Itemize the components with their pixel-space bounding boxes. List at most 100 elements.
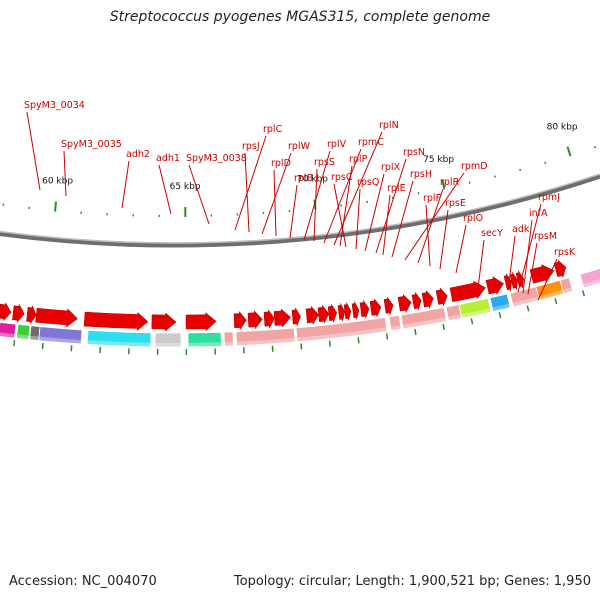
cds-arrow xyxy=(27,306,37,324)
feature-tick xyxy=(14,340,15,346)
cds-arrow xyxy=(36,308,78,327)
leader-line xyxy=(27,112,40,190)
major-tick xyxy=(55,202,56,212)
gene-label-rplx: rplX xyxy=(381,162,401,173)
leader-line xyxy=(376,159,406,253)
scale-label: 80 kbp xyxy=(547,123,578,133)
feature-pink-small-shine xyxy=(224,342,233,346)
cds-arrow xyxy=(422,291,433,309)
cds-arrow xyxy=(338,303,345,321)
scale-label: 60 kbp xyxy=(42,177,73,187)
gene-label-rpss: rpsS xyxy=(314,157,335,168)
cds-arrow xyxy=(152,313,176,331)
genome-title: Streptococcus pyogenes MGAS315, complete… xyxy=(0,9,600,25)
cds-arrow xyxy=(344,303,351,321)
cds-arrow xyxy=(306,306,319,324)
feature-tick xyxy=(499,312,500,318)
gene-label-rpsm: rpsM xyxy=(534,231,557,242)
gene-label-rplp: rplP xyxy=(349,154,368,165)
cds-arrow xyxy=(318,305,329,323)
cds-arrow xyxy=(248,311,262,329)
leader-line xyxy=(245,153,249,232)
cds-arrow xyxy=(352,302,359,320)
leader-line xyxy=(383,195,390,255)
leader-line xyxy=(456,225,466,273)
cds-arrow xyxy=(84,312,148,330)
gene-label-rpsq: rpsQ xyxy=(357,177,379,188)
gene-label-secy: secY xyxy=(481,228,503,239)
gene-label-rpln: rplN xyxy=(379,120,399,131)
gene-label-rpsc: rpsC xyxy=(331,172,353,183)
leader-line xyxy=(426,205,430,266)
gene-label-spym3_0034: SpyM3_0034 xyxy=(24,100,85,111)
cds-arrow xyxy=(412,292,421,310)
gene-label-rplc: rplC xyxy=(263,124,283,135)
feature-tick xyxy=(415,329,416,335)
cds-arrow xyxy=(450,281,486,302)
accession-text: Accession: NC_004070 xyxy=(9,574,157,589)
gene-label-rpse: rpsE xyxy=(445,198,466,209)
leader-line xyxy=(64,151,66,196)
feature-tick xyxy=(471,318,472,324)
feature-lightgrey-shine xyxy=(155,343,181,347)
cds-arrow xyxy=(0,303,11,321)
gene-label-spym3_0038: SpyM3_0038 xyxy=(186,153,247,164)
cds-arrow xyxy=(486,277,504,295)
feature-tick xyxy=(555,298,557,304)
feature-tick xyxy=(527,306,528,312)
feature-tick xyxy=(443,324,444,330)
minor-tick xyxy=(595,146,596,148)
gene-label-rplf: rplF xyxy=(423,193,441,204)
backbone-line xyxy=(0,176,600,245)
gene-label-rplb: rplB xyxy=(294,173,313,184)
gene-label-rpld: rplD xyxy=(271,158,291,169)
cds-arrow xyxy=(292,308,301,326)
cds-arrow xyxy=(264,310,275,328)
cds-arrow xyxy=(398,295,411,313)
leader-line xyxy=(478,240,484,288)
cds-arrow xyxy=(360,300,369,318)
minor-tick xyxy=(545,162,546,164)
leader-line xyxy=(356,189,360,249)
cds-arrow xyxy=(370,299,381,317)
feature-teal-shine xyxy=(188,342,221,347)
leader-line xyxy=(290,185,297,238)
gene-label-infa: infA xyxy=(529,208,548,219)
gene-label-rpsj: rpsJ xyxy=(242,141,260,152)
gene-label-rpmc: rpmC xyxy=(358,137,384,148)
cds-arrow xyxy=(234,312,246,330)
cds-arrow xyxy=(274,309,291,327)
major-tick xyxy=(567,147,570,157)
gene-label-rplw: rplW xyxy=(288,141,311,152)
feature-tick xyxy=(387,333,388,339)
feature-tick xyxy=(301,344,302,350)
scale-label: 75 kbp xyxy=(423,155,454,165)
feature-tick xyxy=(330,341,331,347)
gene-label-spym3_0035: SpyM3_0035 xyxy=(61,139,122,150)
cds-arrows xyxy=(0,260,566,331)
cds-arrow xyxy=(328,304,337,322)
genome-info-text: Topology: circular; Length: 1,900,521 bp… xyxy=(234,574,591,589)
gene-label-rplr: rplR xyxy=(440,177,460,188)
gene-label-rpsh: rpsH xyxy=(410,169,432,180)
gene-label-rplo: rplO xyxy=(463,213,483,224)
gene-label-rple: rplE xyxy=(387,183,406,194)
leader-line xyxy=(189,165,209,224)
cds-arrow xyxy=(436,288,447,306)
gene-label-adk: adk xyxy=(512,224,530,235)
gene-label-adh1: adh1 xyxy=(156,153,180,164)
backbone xyxy=(0,174,600,245)
cds-arrow xyxy=(186,313,216,331)
cds-arrow xyxy=(384,297,393,315)
feature-tick xyxy=(583,290,585,296)
gene-label-rplv: rplV xyxy=(327,139,347,150)
gene-label-rpmd: rpmD xyxy=(461,161,488,172)
leader-line xyxy=(122,161,129,208)
gene-label-adh2: adh2 xyxy=(126,149,150,160)
minor-tick xyxy=(520,169,521,171)
gene-label-rpsn: rpsN xyxy=(403,147,425,158)
gene-label-rpsk: rpsK xyxy=(554,247,576,258)
